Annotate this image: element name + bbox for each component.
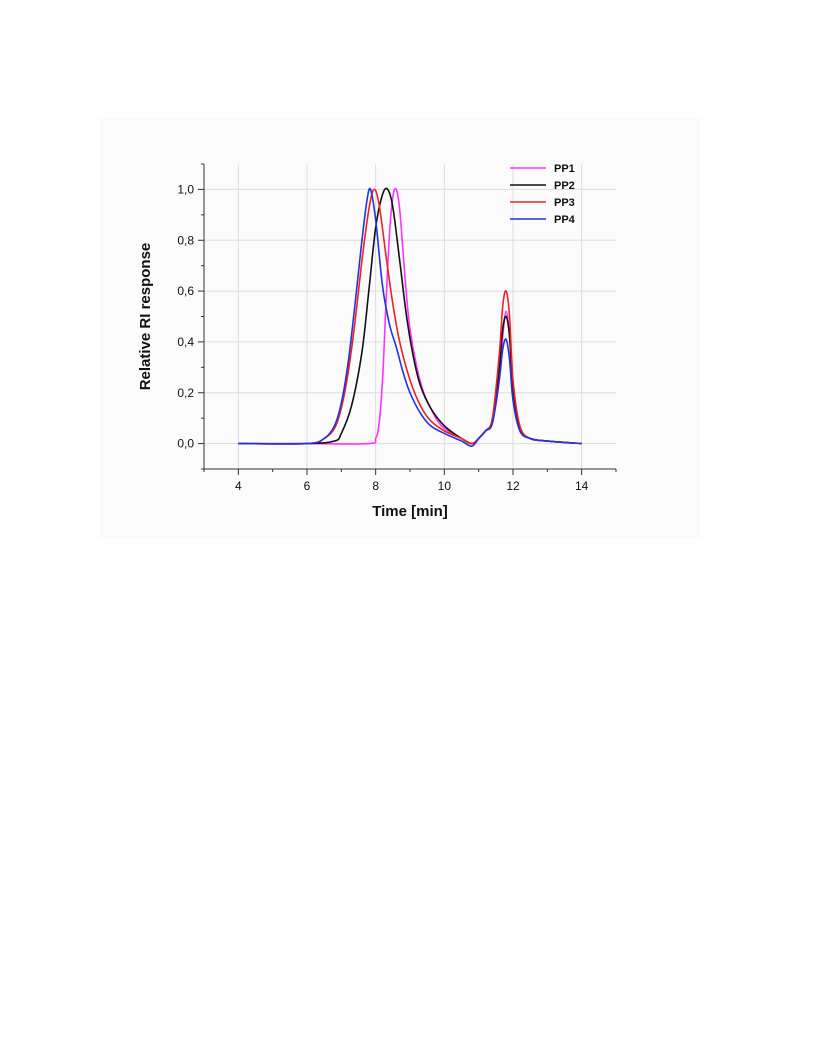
x-tick-label: 14	[575, 479, 589, 493]
x-tick-label: 8	[372, 479, 379, 493]
series-line-pp2	[238, 187, 582, 445]
y-axis-title: Relative RI response	[137, 243, 154, 391]
x-tick-label: 10	[438, 479, 452, 493]
legend-label-pp4: PP4	[554, 214, 576, 226]
x-tick-label: 12	[506, 479, 520, 493]
y-tick-label: 0,8	[177, 233, 194, 247]
tick-labels: 4 6 8 10 12 14 0,0 0,2 0,4 0,6 0,8 1,0	[177, 182, 588, 493]
y-tick-label: 1,0	[177, 182, 194, 196]
legend-label-pp2: PP2	[554, 180, 575, 192]
x-tick-label: 4	[235, 479, 242, 493]
y-tick-label: 0,4	[177, 335, 194, 349]
chromatogram-chart: 4 6 8 10 12 14 0,0 0,2 0,4 0,6 0,8 1,0 PP1 PP2 PP3 PP4…	[137, 163, 617, 520]
y-tick-label: 0,0	[177, 437, 194, 451]
chart-panel: 4 6 8 10 12 14 0,0 0,2 0,4 0,6 0,8 1,0 PP1 PP2 PP3 PP4…	[100, 118, 700, 538]
x-tick-label: 6	[304, 479, 311, 493]
series-line-pp1	[238, 187, 582, 445]
y-tick-label: 0,2	[177, 386, 194, 400]
y-tick-label: 0,6	[177, 284, 194, 298]
series-line-pp4	[238, 187, 582, 447]
axes	[198, 163, 617, 475]
legend-label-pp3: PP3	[554, 197, 575, 209]
x-axis-title: Time [min]	[372, 503, 448, 520]
series-line-pp3	[238, 188, 582, 445]
series-lines	[238, 187, 582, 447]
legend: PP1 PP2 PP3 PP4	[510, 163, 576, 226]
grid	[204, 164, 616, 469]
legend-label-pp1: PP1	[554, 163, 575, 175]
